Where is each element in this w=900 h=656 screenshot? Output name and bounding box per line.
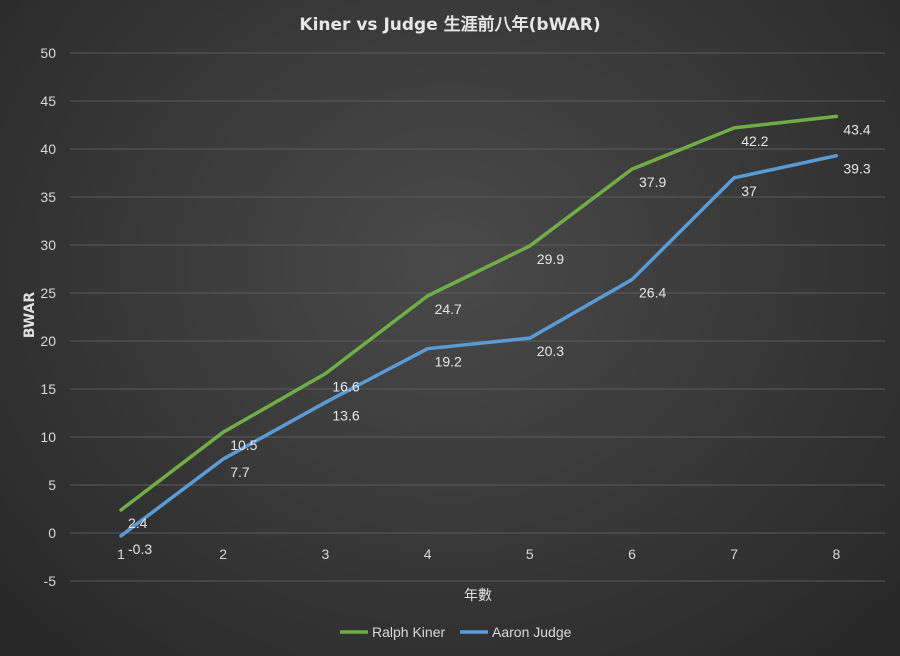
data-label: 37 [741, 183, 757, 199]
data-point [630, 278, 634, 282]
data-label: 26.4 [639, 285, 666, 301]
data-point [834, 114, 838, 118]
data-label: 37.9 [639, 174, 666, 190]
data-label: 19.2 [435, 354, 462, 370]
y-axis-ticks: -5 0 5 10 15 20 25 30 35 40 45 50 [40, 45, 56, 589]
legend: Ralph Kiner Aaron Judge [340, 624, 572, 640]
data-point [732, 176, 736, 180]
x-tick-label: 1 [117, 546, 125, 562]
x-tick-label: 4 [424, 546, 432, 562]
data-point [323, 400, 327, 404]
data-label: 13.6 [332, 407, 359, 423]
y-tick-label: -5 [44, 573, 57, 589]
data-label: 20.3 [537, 343, 564, 359]
data-label: -0.3 [128, 541, 152, 557]
x-axis-ticks: 1 2 3 4 5 6 7 8 [117, 546, 840, 562]
data-point [630, 167, 634, 171]
y-tick-label: 35 [40, 189, 56, 205]
data-point [426, 294, 430, 298]
data-label: 7.7 [230, 464, 250, 480]
y-tick-label: 25 [40, 285, 56, 301]
data-point [528, 336, 532, 340]
x-tick-label: 2 [219, 546, 227, 562]
x-tick-label: 3 [322, 546, 330, 562]
data-point [119, 508, 123, 512]
data-point [323, 372, 327, 376]
x-tick-label: 7 [730, 546, 738, 562]
y-tick-label: 15 [40, 381, 56, 397]
y-tick-label: 0 [48, 525, 56, 541]
data-label: 29.9 [537, 251, 564, 267]
data-point [528, 244, 532, 248]
data-point [834, 154, 838, 158]
y-tick-label: 10 [40, 429, 56, 445]
chart-title: Kiner vs Judge 生涯前八年(bWAR) [299, 14, 600, 35]
data-label: 16.6 [332, 379, 359, 395]
data-label: 10.5 [230, 437, 257, 453]
y-tick-label: 45 [40, 93, 56, 109]
series-line-aaron-judge [119, 153, 839, 538]
series [119, 114, 839, 538]
y-tick-label: 20 [40, 333, 56, 349]
x-tick-label: 5 [526, 546, 534, 562]
x-tick-label: 6 [628, 546, 636, 562]
data-label: 42.2 [741, 133, 768, 149]
legend-label: Ralph Kiner [372, 624, 445, 640]
data-point [221, 430, 225, 434]
data-labels: 2.4 10.5 16.6 24.7 29.9 37.9 42.2 43.4 -0.3 7.7 13… [128, 121, 871, 557]
y-axis-label: BWAR [22, 292, 38, 339]
data-point [221, 457, 225, 461]
x-tick-label: 8 [833, 546, 841, 562]
data-label: 24.7 [435, 301, 462, 317]
x-axis-label: 年數 [464, 588, 492, 604]
data-point [119, 534, 123, 538]
series-line-ralph-kiner [119, 114, 839, 512]
legend-label: Aaron Judge [492, 624, 572, 640]
y-tick-label: 40 [40, 141, 56, 157]
y-tick-label: 5 [48, 477, 56, 493]
data-point [732, 126, 736, 130]
data-point [426, 347, 430, 351]
data-label: 39.3 [843, 161, 870, 177]
data-label: 2.4 [128, 515, 148, 531]
gridlines [70, 52, 885, 582]
data-label: 43.4 [843, 121, 870, 137]
y-tick-label: 30 [40, 237, 56, 253]
y-tick-label: 50 [40, 45, 56, 61]
